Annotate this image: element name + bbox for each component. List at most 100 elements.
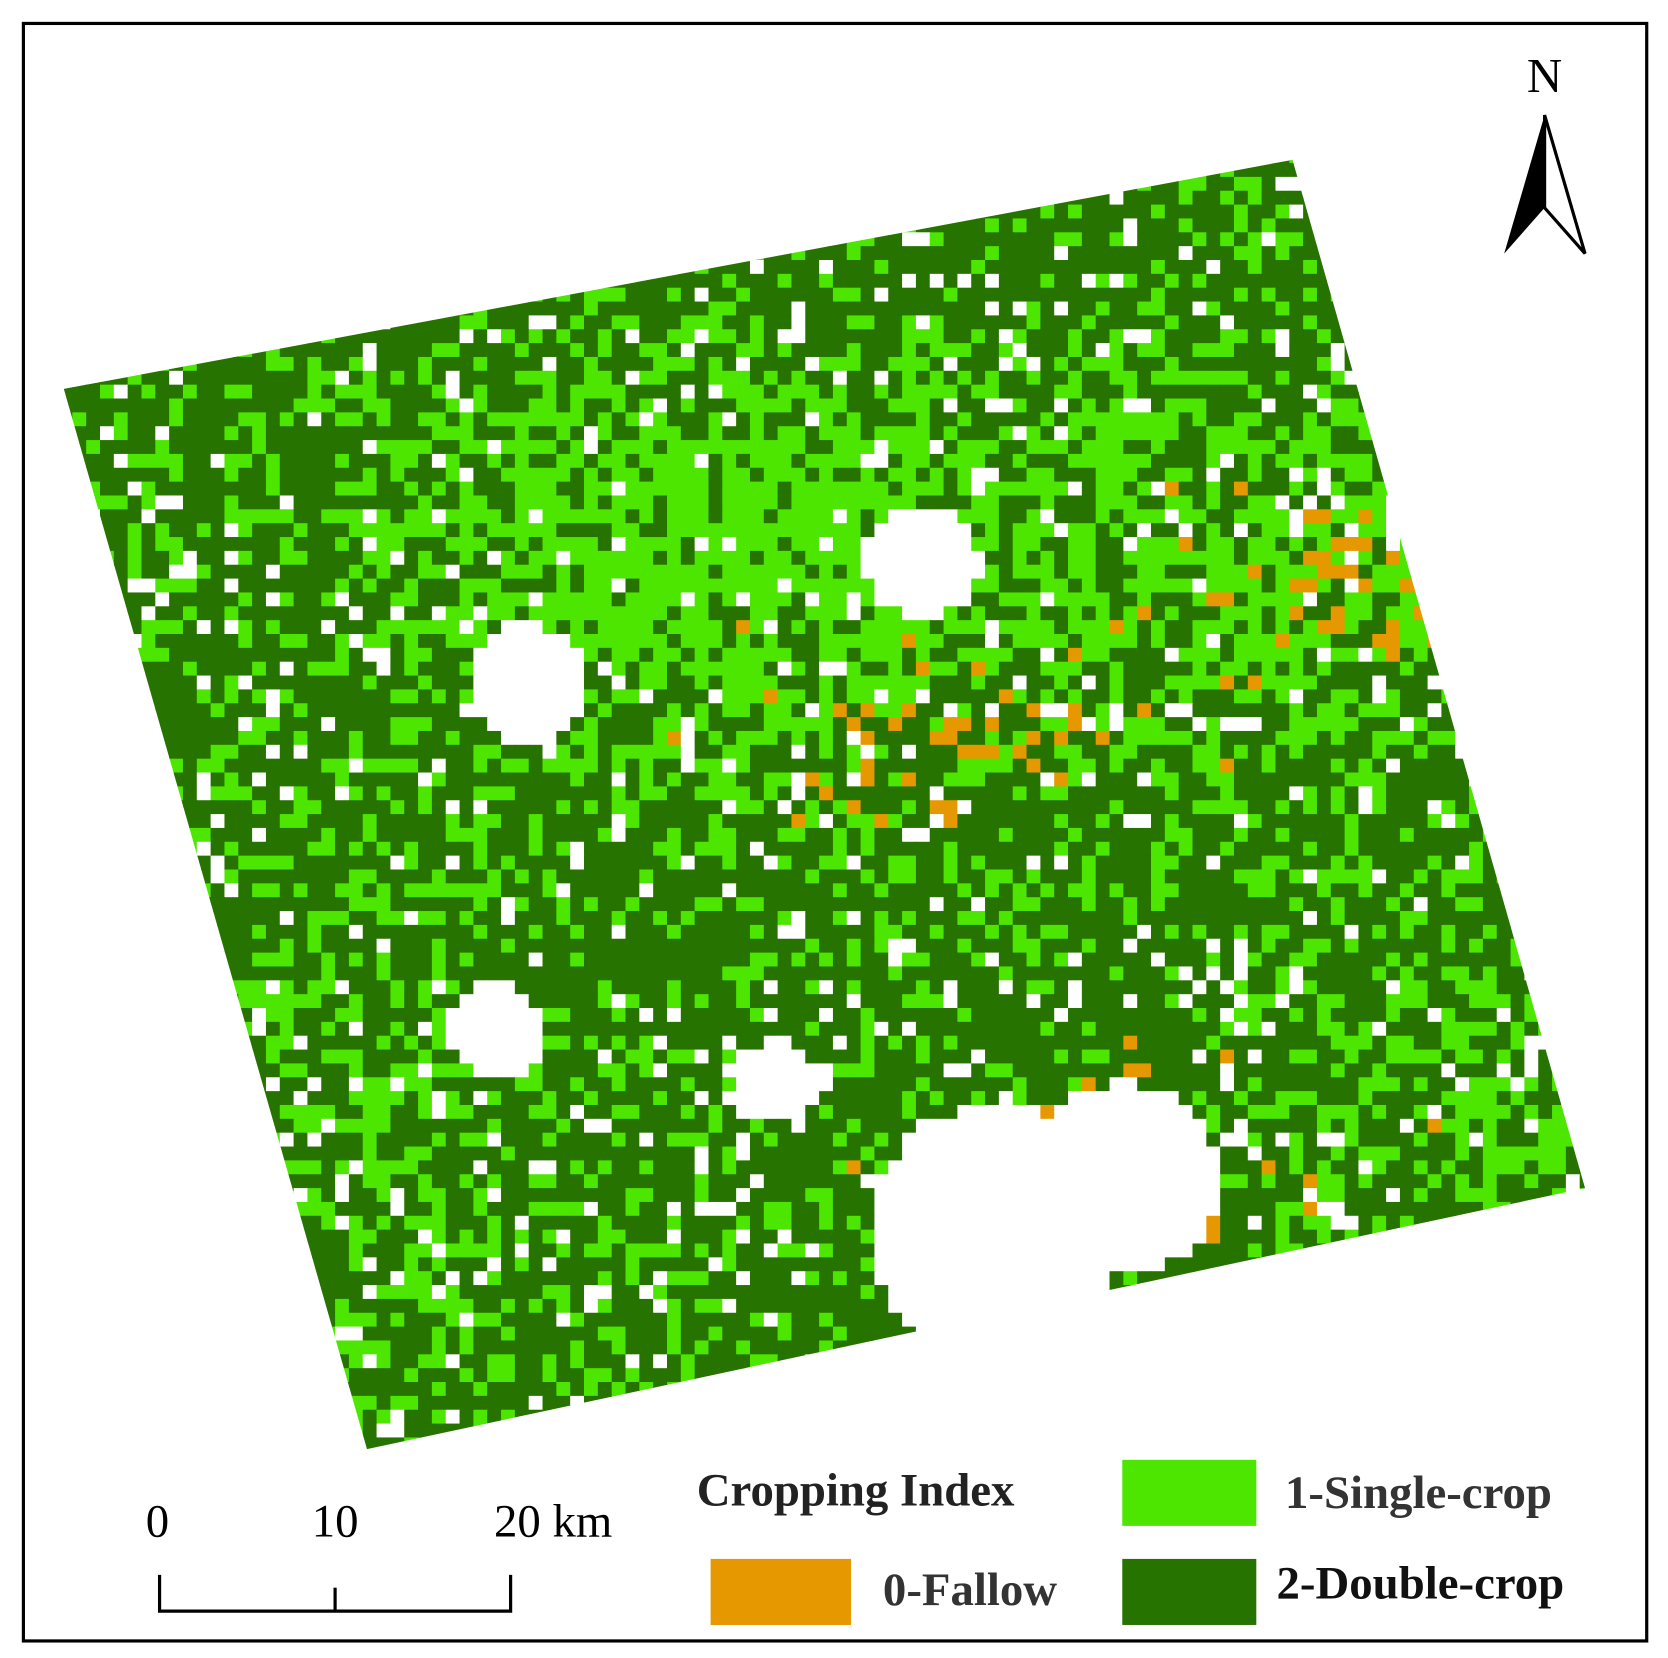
map-cell	[625, 370, 640, 386]
map-cell	[943, 384, 958, 400]
map-cell	[653, 467, 668, 483]
map-cell	[1164, 703, 1180, 718]
map-cell	[639, 370, 654, 386]
map-cell	[169, 550, 184, 566]
map-cell	[196, 259, 212, 275]
map-cell	[265, 329, 281, 344]
map-cell	[570, 537, 585, 552]
map-cell	[819, 301, 834, 316]
map-cell	[736, 218, 751, 233]
map-cell	[680, 163, 696, 178]
map-cell	[1151, 703, 1166, 718]
map-cell	[902, 730, 917, 746]
map-cell	[832, 620, 848, 635]
map-cell	[860, 287, 875, 303]
map-cell	[1095, 329, 1111, 344]
map-cell	[929, 481, 945, 497]
map-cell	[1081, 647, 1097, 663]
map-cell	[846, 620, 862, 635]
map-cell	[1068, 578, 1083, 593]
map-cell	[902, 259, 917, 275]
map-cell	[1012, 412, 1028, 427]
map-cell	[238, 232, 253, 247]
map-cell	[929, 467, 945, 483]
map-cell	[1579, 744, 1586, 760]
map-cell	[1289, 163, 1304, 178]
map-cell	[1178, 329, 1194, 344]
map-cell	[418, 481, 433, 497]
map-cell	[224, 384, 239, 400]
map-cell	[874, 246, 889, 261]
map-cell	[763, 703, 779, 718]
map-cell	[445, 495, 461, 510]
map-cell	[542, 329, 557, 344]
map-cell	[113, 440, 129, 455]
map-cell	[1386, 592, 1401, 607]
map-cell	[418, 523, 433, 538]
map-cell	[1247, 426, 1263, 441]
map-cell	[63, 246, 73, 261]
map-cell	[639, 730, 654, 746]
map-cell	[1524, 634, 1539, 649]
map-cell	[1012, 550, 1028, 566]
map-cell	[1372, 578, 1387, 593]
map-cell	[1399, 634, 1415, 649]
map-cell	[265, 675, 281, 690]
map-cell	[487, 440, 502, 455]
map-cell	[141, 190, 156, 206]
map-cell	[1164, 606, 1180, 621]
map-cell	[155, 550, 170, 566]
map-cell	[1137, 204, 1152, 219]
map-cell	[1538, 592, 1553, 607]
map-cell	[680, 453, 696, 469]
map-cell	[915, 315, 931, 330]
map-cell	[238, 730, 253, 746]
map-cell	[1469, 273, 1484, 289]
map-cell	[971, 758, 986, 774]
map-cell	[224, 592, 239, 607]
map-cell	[155, 190, 170, 206]
map-cell	[1233, 634, 1249, 649]
map-cell	[874, 578, 889, 593]
map-cell	[1164, 315, 1180, 330]
map-cell	[390, 703, 405, 718]
map-cell	[238, 301, 253, 316]
map-cell	[542, 232, 557, 247]
map-cell	[238, 592, 253, 607]
map-cell	[1178, 550, 1194, 566]
map-cell	[390, 606, 405, 621]
map-cell	[1261, 634, 1276, 649]
map-cell	[335, 440, 350, 455]
map-cell	[445, 481, 461, 497]
map-cell	[252, 287, 267, 303]
map-cell	[1206, 467, 1221, 483]
map-cell	[1399, 329, 1415, 344]
map-cell	[1565, 509, 1581, 524]
map-cell	[653, 689, 668, 704]
map-cell	[542, 606, 557, 621]
map-cell	[1275, 190, 1290, 206]
map-cell	[832, 259, 848, 275]
map-cell	[1399, 744, 1415, 760]
map-cell	[321, 163, 336, 178]
map-cell	[1482, 246, 1498, 261]
map-cell	[1137, 467, 1152, 483]
map-cell	[418, 744, 433, 760]
map-cell	[1026, 634, 1041, 649]
map-cell	[182, 384, 198, 400]
map-cell	[1579, 273, 1586, 289]
map-cell	[1579, 426, 1586, 441]
map-cell	[431, 218, 447, 233]
map-cell	[113, 675, 129, 690]
map-cell	[639, 675, 654, 690]
map-cell	[1427, 509, 1442, 524]
map-cell	[514, 592, 530, 607]
map-cell	[528, 440, 544, 455]
map-cell	[860, 232, 875, 247]
map-cell	[625, 163, 640, 178]
map-cell	[224, 163, 239, 178]
map-cell	[1151, 467, 1166, 483]
map-cell	[791, 689, 806, 704]
map-cell	[404, 550, 419, 566]
map-cell	[501, 675, 516, 690]
